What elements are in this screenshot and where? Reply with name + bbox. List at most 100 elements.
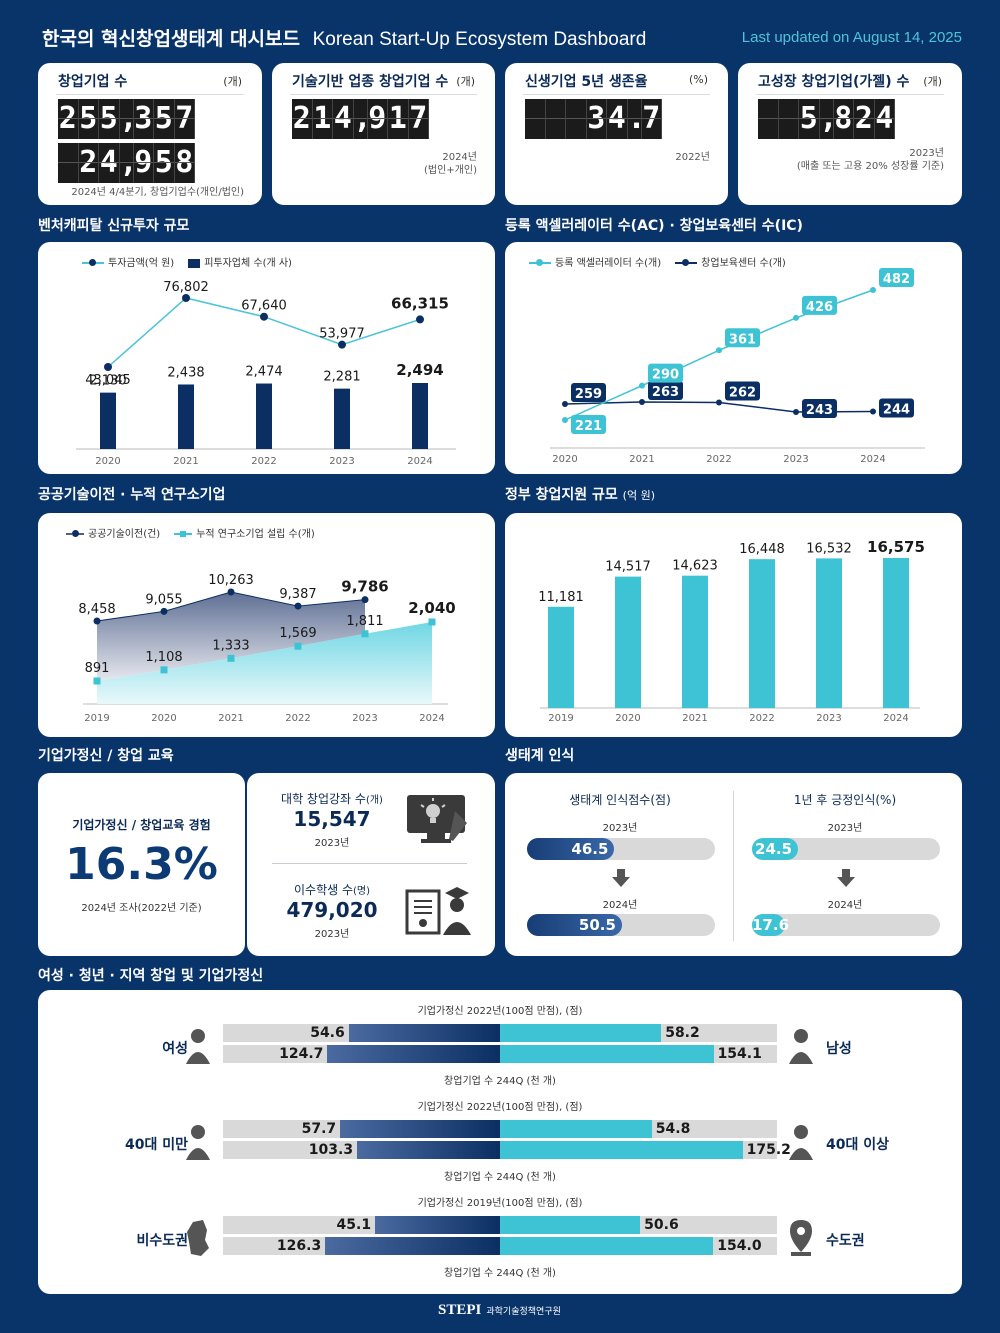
flip-digit [758, 99, 779, 139]
x-tick-label: 2021 [218, 713, 243, 724]
research-label: 891 [85, 661, 110, 676]
flip-digit: 7 [408, 99, 429, 139]
legend-label: 투자금액(억 원) [108, 258, 175, 269]
divider [56, 94, 244, 95]
transfer-label: 9,387 [279, 587, 316, 602]
line-point [93, 617, 101, 625]
demo-left-label: 여성 [162, 1041, 188, 1057]
course-label: 대학 창업강좌 수(개) [257, 790, 407, 807]
line-point [294, 602, 302, 610]
line-point [227, 588, 235, 596]
flip-digit: 3 [133, 99, 154, 139]
section-title-ac: 등록 액셀러레이터 수(AC) · 창업보육센터 수(IC) [505, 218, 803, 234]
course-label-text: 대학 창업강좌 수 [281, 792, 366, 806]
demo-left-value: 54.6 [310, 1025, 345, 1041]
ac-label-bg [725, 328, 760, 348]
section-title-eco: 생태계 인식 [505, 748, 575, 764]
down-arrow-icon [837, 869, 855, 887]
ic-label-bg [879, 398, 914, 418]
demo-caption-bottom: 창업기업 수 244Q (천 개) [444, 1268, 556, 1279]
legend-label: 공공기술이전(건) [88, 529, 161, 540]
stepi-logo: STEPI [438, 1302, 482, 1318]
older-person-icon [789, 1125, 813, 1160]
demo-left-value: 124.7 [279, 1046, 324, 1062]
positive-bar-2024: 17.6 [752, 914, 940, 936]
transfer-label: 10,263 [208, 573, 254, 588]
title-english: Korean Start-Up Ecosystem Dashboard [312, 29, 647, 50]
demo-left-value: 126.3 [276, 1238, 322, 1254]
line-point [227, 654, 235, 662]
footer-logo: STEPI 과학기술정책연구원 [438, 1302, 561, 1319]
x-tick-label: 2020 [552, 454, 577, 465]
kpi-note: 2022년 [675, 152, 710, 163]
x-tick-label: 2020 [151, 713, 176, 724]
ac-label-bg [879, 268, 914, 287]
demo-right-fill [500, 1216, 641, 1234]
x-tick-label: 2019 [84, 713, 109, 724]
transfer-label: 9,055 [145, 592, 182, 607]
demo-right-fill [500, 1045, 714, 1063]
graduate-certificate-icon [405, 887, 471, 935]
flip-digit [778, 99, 799, 139]
flip-digit: 5 [799, 99, 820, 139]
korea-map-icon [187, 1220, 209, 1256]
edu-exp-note: 2024년 조사(2022년 기준) [81, 903, 202, 914]
x-tick-label: 2024 [883, 713, 908, 724]
bar-label: 2,474 [245, 365, 282, 380]
demo-left-label: 40대 미만 [125, 1137, 188, 1153]
flip-digit: 4 [333, 99, 354, 139]
research-label: 1,333 [212, 638, 249, 653]
flip-digit: , [819, 99, 838, 139]
kpi-unit: (%) [688, 73, 708, 86]
x-tick-label: 2021 [173, 456, 198, 467]
x-tick-label: 2022 [706, 454, 731, 465]
flip-digit: 4 [99, 143, 120, 183]
demo-right-value: 54.8 [655, 1121, 691, 1137]
bar-label: 2,494 [396, 361, 443, 379]
kpi-unit: (개) [923, 75, 942, 88]
divider [733, 791, 734, 941]
demo-card: 기업가정신 2022년(100점 만점), (점) 여성 남성 창업기업 수 2… [38, 990, 962, 1294]
transfer-label: 9,786 [341, 578, 388, 596]
page-title: 한국의 혁신창업생태계 대시보드 Korean Start-Up Ecosyst… [42, 24, 646, 51]
legend-label: 피투자업체 수(개 사) [204, 258, 292, 269]
ic-label-bg [802, 399, 837, 418]
line-point [639, 399, 645, 405]
x-tick-label: 2019 [548, 713, 573, 724]
ic-label-bg [571, 383, 606, 402]
bar-label: 16,532 [806, 541, 852, 556]
kpi-title: 신생기업 5년 생존율 [525, 74, 648, 90]
demo-left-value: 45.1 [336, 1217, 372, 1233]
demo-right-label: 수도권 [826, 1233, 865, 1249]
bar [178, 384, 194, 449]
transfer-label: 8,458 [78, 602, 115, 617]
chart-card-vc: 투자금액(억 원) 피투자업체 수(개 사) 2,130 2020 2,438 202… [38, 242, 495, 474]
chart-card-ac: 등록 액셀러레이터 수(개) 창업보육센터 수(개) 2020 2021 2022 2… [505, 242, 962, 474]
ac-label: 221 [575, 419, 602, 434]
line-label: 76,802 [163, 280, 209, 295]
ac-label-bg [571, 415, 606, 434]
ac-label: 482 [883, 272, 910, 287]
bar-label: 14,623 [672, 559, 718, 574]
bar [816, 558, 842, 708]
chart-tech: 2019 2020 2021 2022 2023 2024 8,458 9,055 10,263… [78, 573, 455, 724]
demo-right-fill [500, 1120, 652, 1138]
legend-item: 공공기술이전(건) [66, 525, 160, 540]
chart-ac: 2020 2021 2022 2023 2024 259 263 262 243 244 221 29… [550, 268, 925, 465]
research-label: 1,569 [279, 626, 316, 641]
ic-label: 259 [575, 387, 602, 402]
demo-right-label: 남성 [826, 1041, 852, 1057]
x-tick-label: 2021 [682, 713, 707, 724]
section-title-vc: 벤처캐피탈 신규투자 규모 [38, 218, 190, 234]
flip-digit: 8 [174, 143, 195, 183]
score-bar-2023: 46.5 [527, 838, 715, 860]
line-point [160, 666, 168, 674]
section-title-tech: 공공기술이전 · 누적 연구소기업 [38, 487, 226, 503]
bar-label: 16,575 [867, 538, 925, 556]
legend-label: 누적 연구소기업 설립 수(개) [196, 529, 315, 540]
demo-left-fill [324, 1237, 500, 1255]
demo-right-value: 154.1 [717, 1046, 762, 1062]
